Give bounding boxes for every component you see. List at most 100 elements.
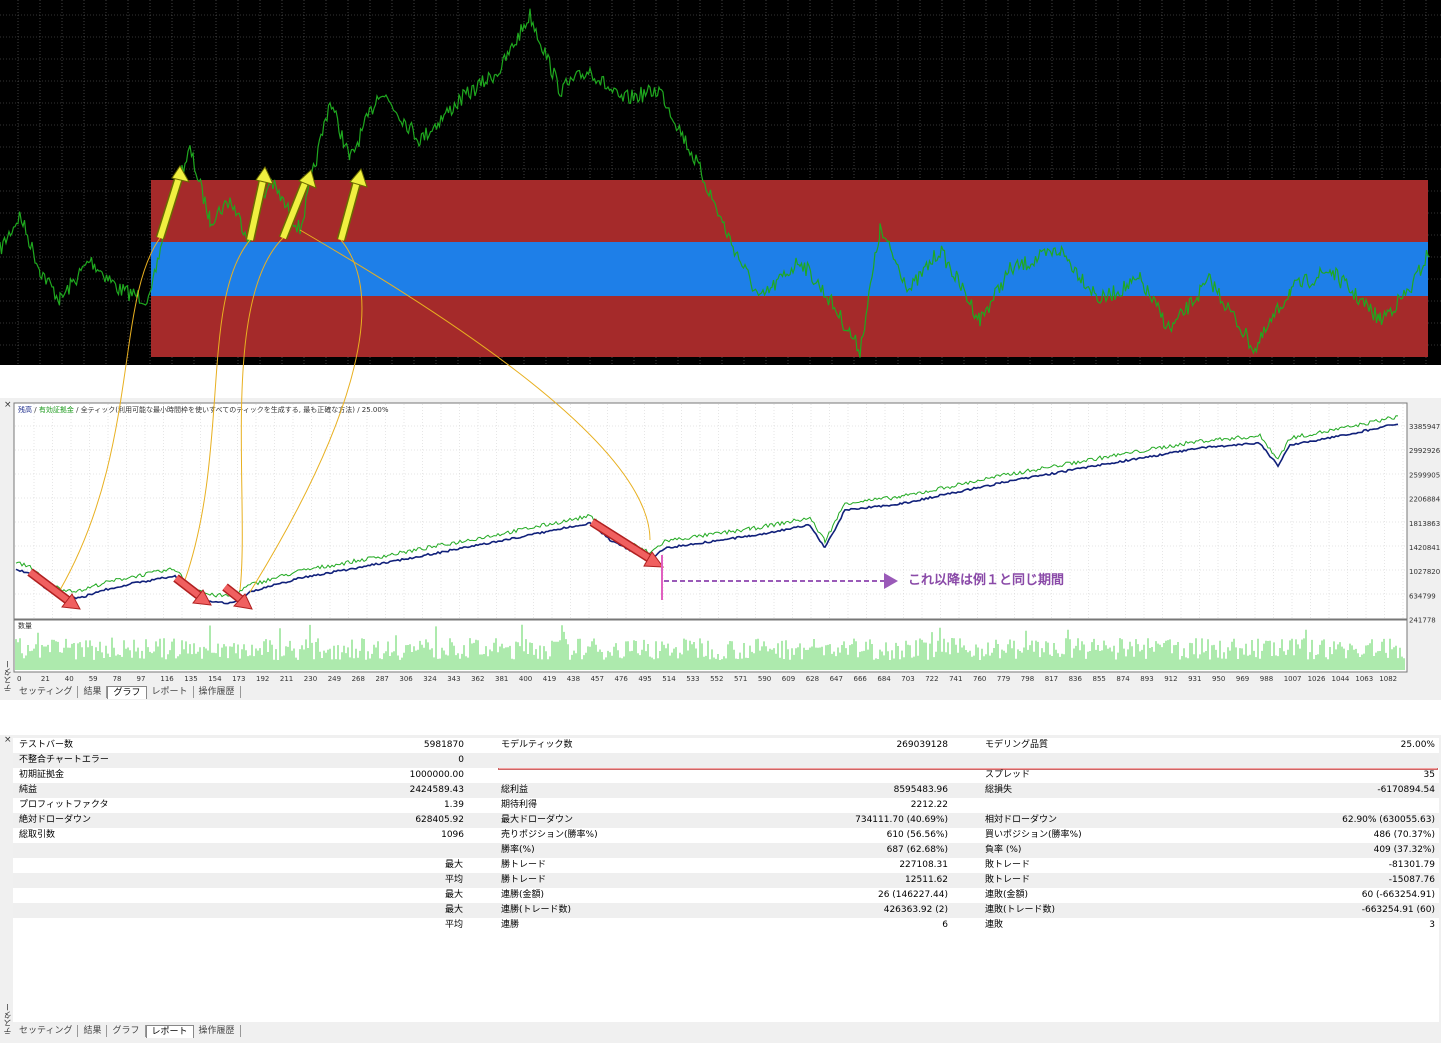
y-tick-label: 3385947 — [1409, 423, 1440, 431]
y-tick-label: 2206884 — [1409, 496, 1441, 504]
x-tick-label: 457 — [591, 675, 604, 683]
table-cell: 連敗(金額) — [985, 890, 1029, 900]
table-cell: 409 (37.32%) — [1373, 845, 1435, 855]
table-cell: モデリング品質 — [985, 740, 1049, 750]
table-cell: 486 (70.37%) — [1373, 830, 1435, 840]
table-cell: 連敗(トレード数) — [985, 905, 1056, 915]
x-tick-label: 381 — [495, 675, 508, 683]
x-tick-label: 533 — [686, 675, 699, 683]
close-icon[interactable]: × — [4, 400, 12, 410]
x-tick-label: 741 — [949, 675, 962, 683]
x-tick-label: 1063 — [1355, 675, 1373, 683]
x-tick-label: 1082 — [1379, 675, 1397, 683]
table-row: 最大 連勝(金額) 26 (146227.44) 連敗(金額) 60 (-663254.… — [13, 888, 1439, 903]
tester-graph-panel: × テスター 残高 / 有効証拠金 / 全ティック(利用可能な最小時間枠を使いす… — [0, 398, 1441, 700]
table-cell: 不整合チャートエラー — [19, 755, 109, 765]
table-cell: -6170894.54 — [1377, 785, 1435, 795]
tab-レポート[interactable]: レポート — [145, 1024, 194, 1038]
table-cell: 総損失 — [985, 785, 1013, 795]
table-cell: 6 — [942, 920, 948, 930]
x-tick-label: 1007 — [1284, 675, 1302, 683]
x-tick-label: 438 — [567, 675, 580, 683]
table-cell: 最大 — [444, 905, 463, 915]
table-cell: 相対ドローダウン — [985, 815, 1058, 825]
y-tick-label: 2599905 — [1409, 471, 1440, 479]
table-cell: 平均 — [444, 920, 463, 930]
table-cell: 269039128 — [896, 740, 948, 750]
x-tick-label: 40 — [65, 675, 74, 683]
x-tick-label: 78 — [113, 675, 122, 683]
table-cell: スプレッド — [985, 770, 1031, 780]
table-cell: 絶対ドローダウン — [19, 815, 92, 825]
table-row: 純益 2424589.43 総利益 8595483.96 総損失 -6170894.54 — [13, 783, 1439, 798]
x-tick-label: 343 — [447, 675, 460, 683]
x-tick-label: 400 — [519, 675, 532, 683]
volume-bars — [15, 624, 1405, 670]
table-cell: -81301.79 — [1388, 860, 1435, 870]
report-tabbar: セッティング 結果 グラフ レポート 操作履歴 — [14, 1024, 241, 1038]
y-axis-labels: 3385947 2992926 2599905 2206884 1813863 14208… — [1409, 423, 1441, 625]
x-tick-label: 798 — [1021, 675, 1034, 683]
x-tick-label: 135 — [184, 675, 197, 683]
tab-セッティング[interactable]: セッティング — [14, 1025, 79, 1037]
close-icon[interactable]: × — [4, 735, 12, 745]
tab-操作履歴[interactable]: 操作履歴 — [194, 1025, 241, 1037]
x-tick-label: 306 — [399, 675, 413, 683]
table-cell: 連勝(金額) — [501, 890, 545, 900]
table-cell: 勝率(%) — [501, 845, 535, 855]
x-tick-label: 628 — [806, 675, 819, 683]
blue-zone — [151, 242, 1428, 296]
table-cell: 初期証拠金 — [19, 770, 65, 780]
x-tick-label: 59 — [89, 675, 98, 683]
y-tick-label: 634799 — [1409, 592, 1436, 600]
tester-side-label: テスター — [3, 1003, 12, 1035]
legend-model: 全ティック(利用可能な最小時間枠を使いすべてのティックを生成する, 最も正確な方… — [81, 405, 356, 414]
tab-グラフ[interactable]: グラフ — [107, 1025, 146, 1037]
x-tick-label: 514 — [662, 675, 676, 683]
table-cell: 687 (62.68%) — [886, 845, 948, 855]
tab-操作履歴[interactable]: 操作履歴 — [194, 686, 241, 698]
legend-equity: 有効証拠金 — [39, 405, 74, 414]
table-cell: 1000000.00 — [409, 770, 464, 780]
x-tick-label: 836 — [1069, 675, 1083, 683]
x-tick-label: 249 — [328, 675, 341, 683]
table-row: 最大 勝トレード 227108.31 敗トレード -81301.79 — [13, 858, 1439, 873]
x-tick-label: 647 — [830, 675, 843, 683]
table-cell: 買いポジション(勝率%) — [985, 830, 1082, 840]
table-row: 初期証拠金 1000000.00 スプレッド 35 — [13, 768, 1439, 783]
y-tick-label: 1420841 — [1409, 544, 1440, 552]
table-cell: 最大 — [444, 890, 463, 900]
tab-グラフ[interactable]: グラフ — [107, 685, 147, 699]
x-tick-label: 324 — [423, 675, 437, 683]
legend-quality: 25.00% — [362, 406, 389, 414]
table-cell: 勝トレード — [501, 875, 547, 885]
tab-結果[interactable]: 結果 — [78, 686, 108, 698]
table-cell: 敗トレード — [985, 860, 1031, 870]
tab-セッティング[interactable]: セッティング — [14, 686, 79, 698]
x-tick-label: 950 — [1212, 675, 1225, 683]
x-tick-label: 571 — [734, 675, 747, 683]
table-cell: 敗トレード — [985, 875, 1031, 885]
x-tick-label: 931 — [1188, 675, 1201, 683]
table-cell: 5981870 — [423, 740, 464, 750]
table-row: 平均 勝トレード 12511.62 敗トレード -15087.76 — [13, 873, 1439, 888]
x-tick-label: 287 — [376, 675, 389, 683]
table-cell: 628405.92 — [415, 815, 464, 825]
table-cell: 連勝(トレード数) — [501, 905, 572, 915]
table-row: 不整合チャートエラー 0 — [13, 753, 1439, 768]
x-tick-label: 855 — [1093, 675, 1106, 683]
table-cell: 62.90% (630055.63) — [1342, 815, 1435, 825]
y-tick-label: 2992926 — [1409, 447, 1441, 455]
x-tick-label: 988 — [1260, 675, 1273, 683]
x-tick-label: 609 — [782, 675, 795, 683]
table-cell: プロフィットファクタ — [19, 800, 109, 810]
tab-レポート[interactable]: レポート — [147, 686, 194, 698]
table-cell: 26 (146227.44) — [877, 890, 948, 900]
x-tick-label: 362 — [471, 675, 484, 683]
table-cell: 連敗 — [985, 920, 1004, 930]
x-tick-label: 666 — [854, 675, 868, 683]
x-tick-label: 116 — [160, 675, 174, 683]
x-tick-label: 760 — [973, 675, 986, 683]
table-cell: 25.00% — [1400, 740, 1435, 750]
tab-結果[interactable]: 結果 — [78, 1025, 108, 1037]
